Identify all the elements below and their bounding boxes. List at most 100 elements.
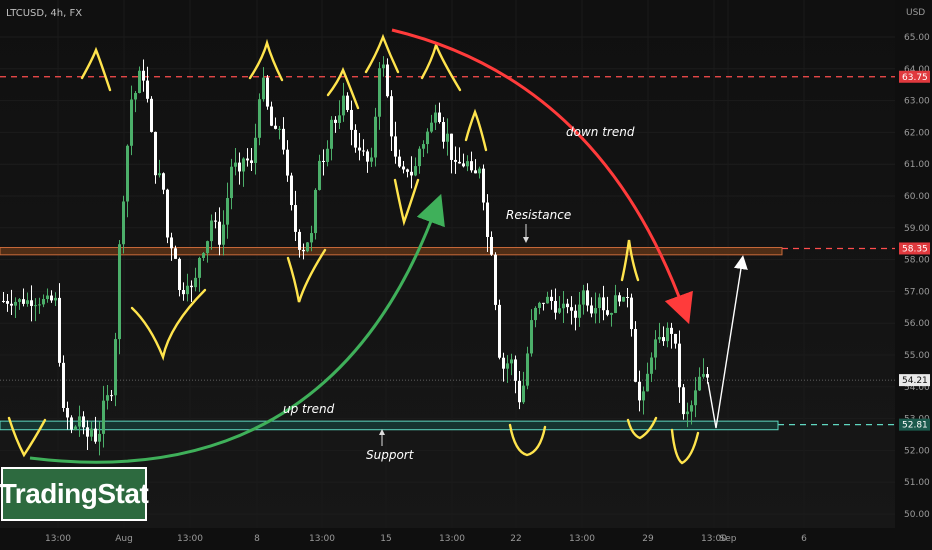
candle-body (582, 290, 585, 305)
candle-body (442, 122, 445, 142)
x-tick-label: 13:00 (309, 534, 335, 544)
y-tick-label: 54.00 (904, 383, 930, 393)
candle-body (450, 133, 453, 160)
candle-body (254, 137, 257, 164)
candle-body (98, 433, 101, 442)
y-tick-label: 63.00 (904, 97, 930, 107)
x-tick-label: 13:00 (45, 534, 71, 544)
candle-body (438, 112, 441, 123)
candle-body (102, 400, 105, 434)
candle-body (294, 205, 297, 232)
candle-body (306, 242, 309, 252)
candle-body (678, 343, 681, 388)
candle-body (662, 337, 665, 342)
badge-6375: 63.75 (902, 73, 928, 83)
candle-body (530, 320, 533, 354)
candle-body (46, 295, 49, 300)
candle-body (334, 119, 337, 123)
candle-body (326, 148, 329, 162)
candle-body (274, 125, 277, 129)
candle-body (482, 168, 485, 203)
candle-body (318, 160, 321, 190)
candle-body (38, 304, 41, 306)
candle-body (242, 158, 245, 172)
candle-body (458, 161, 461, 164)
candle-body (510, 359, 513, 364)
badge-current-bg (899, 374, 930, 387)
candle-body (462, 163, 465, 167)
resistance-label: Resistance (506, 208, 571, 222)
candle-body (630, 297, 633, 330)
candle-body (134, 92, 137, 100)
candle-body (614, 295, 617, 313)
candle-body (314, 189, 317, 234)
candle-body (226, 198, 229, 225)
up-trend-arrow (29, 193, 445, 464)
candle-body (302, 249, 305, 252)
candle-body (282, 128, 285, 150)
candle-body (470, 161, 473, 171)
candle-body (266, 77, 269, 107)
y-tick-label: 65.00 (904, 33, 930, 43)
candle-body (554, 300, 557, 313)
candle-body (18, 299, 21, 302)
y-tick-label: 62.00 (904, 128, 930, 138)
candle-body (362, 150, 365, 152)
badge-5281-bg (899, 418, 930, 431)
candle-body (146, 80, 149, 99)
x-tick-label: 29 (642, 534, 654, 544)
swing-top-mark (364, 33, 400, 74)
candle-body (446, 133, 449, 142)
candles (2, 56, 709, 456)
x-tick-label: 13:00 (177, 534, 203, 544)
candle-body (66, 407, 69, 418)
candle-body (322, 160, 325, 162)
candle-body (410, 171, 413, 176)
candle-body (542, 302, 545, 304)
candle-body (566, 303, 569, 308)
candle-body (562, 303, 565, 309)
candle-body (658, 337, 661, 340)
candle-body (374, 116, 377, 158)
candle-body (94, 428, 97, 442)
candle-body (642, 391, 645, 401)
candle-body (606, 310, 609, 315)
swing-bottom-mark (626, 416, 658, 440)
candle-body (354, 129, 357, 148)
down-trend-arrow (391, 28, 693, 325)
candle-body (522, 385, 525, 403)
down-trend-label: down trend (566, 125, 635, 139)
candle-body (610, 312, 613, 315)
candle-body (534, 307, 537, 321)
x-tick-label: 22 (510, 534, 521, 544)
x-tick-label: 13:00 (439, 534, 465, 544)
y-tick-label: 50.00 (904, 510, 930, 520)
candle-body (14, 301, 17, 306)
candle-body (34, 305, 37, 307)
swing-top-mark (248, 38, 284, 82)
x-tick-label: Sep (720, 534, 737, 544)
candle-body (6, 301, 9, 304)
candle-body (650, 357, 653, 374)
currency-label: USD (906, 8, 925, 18)
candle-body (330, 119, 333, 149)
y-tick-label: 57.00 (904, 287, 930, 297)
y-tick-label: 51.00 (904, 478, 930, 488)
up-trend-label: up trend (283, 402, 335, 416)
candle-body (350, 109, 353, 130)
candle-body (602, 297, 605, 311)
candle-body (466, 161, 469, 167)
candle-body (166, 189, 169, 238)
y-tick-label: 60.00 (904, 192, 930, 202)
price-axis[interactable]: 65.00 64.00 63.00 62.00 61.00 60.00 59.00 58.00… (904, 33, 930, 520)
candle-body (422, 144, 425, 149)
support-zone (0, 420, 779, 431)
candle-body (338, 115, 341, 123)
candle-body (310, 233, 313, 243)
candle-body (178, 258, 181, 291)
candle-body (398, 156, 401, 167)
candle-body (158, 173, 161, 176)
time-axis[interactable]: 13:00 Aug 13:00 8 13:00 15 13:00 22 13:00 29 13:00… (45, 534, 807, 544)
candle-body (478, 168, 481, 174)
